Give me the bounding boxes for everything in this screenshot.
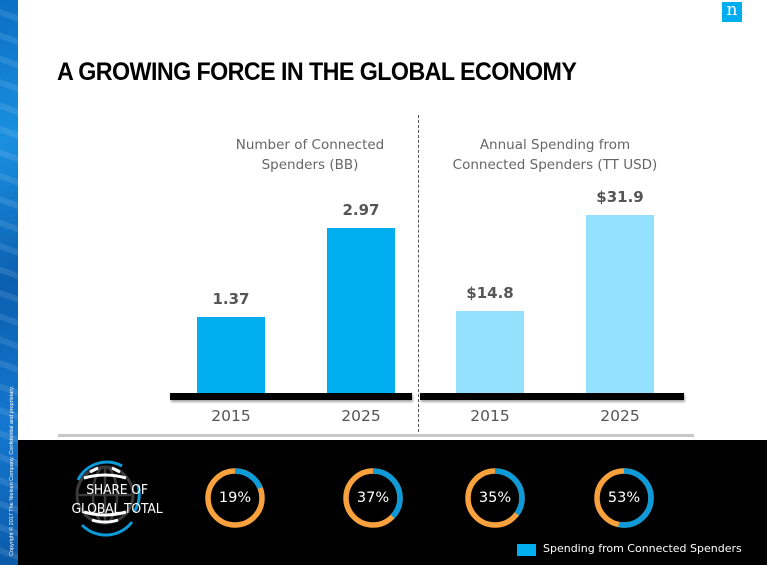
donut-chart — [205, 468, 265, 528]
donut-annual-spending-2025: 53% — [592, 466, 656, 530]
chart-divider — [418, 115, 419, 437]
chart-right-title-line2: Connected Spenders (TT USD) — [452, 157, 658, 173]
bar-connected-spenders-2015 — [197, 317, 265, 393]
share-of-global-total-band — [18, 440, 767, 565]
share-of-global-total-label: SHARE OF GLOBAL TOTAL — [48, 481, 186, 519]
x-tick-label-right-2015: 2015 — [470, 407, 510, 425]
share-label-line2: GLOBAL TOTAL — [71, 501, 163, 517]
legend-swatch — [517, 544, 536, 556]
nielsen-logo-icon: n — [722, 2, 742, 22]
chart-right-title: Annual Spending from Connected Spenders … — [430, 135, 680, 175]
donut-value-label: 53% — [607, 490, 641, 506]
x-tick-label-left-2015: 2015 — [211, 407, 251, 425]
donut-share-arc — [465, 468, 525, 528]
section-separator — [58, 434, 694, 437]
donut-chart — [465, 468, 525, 528]
donut-share-arc — [205, 468, 265, 528]
x-tick-label-left-2025: 2025 — [341, 407, 381, 425]
donut-value-label: 37% — [356, 490, 390, 506]
value-label-annual-spending-2025: $31.9 — [596, 188, 644, 206]
chart-left-title: Number of Connected Spenders (BB) — [190, 135, 430, 175]
donut-connected-spenders-2015: 19% — [203, 466, 267, 530]
bar-connected-spenders-2025 — [327, 228, 395, 393]
donut-chart — [594, 468, 654, 528]
chart-left-title-line1: Number of Connected — [235, 137, 385, 153]
chart-left-title-line2: Spenders (BB) — [261, 157, 359, 173]
bar-annual-spending-2025 — [586, 215, 654, 393]
donut-chart — [343, 468, 403, 528]
donut-connected-spenders-2025: 37% — [341, 466, 405, 530]
page-title: A GROWING FORCE IN THE GLOBAL ECONOMY — [57, 58, 577, 86]
legend-label: Spending from Connected Spenders — [543, 542, 742, 555]
value-label-annual-spending-2015: $14.8 — [466, 284, 514, 302]
bar-annual-spending-2015 — [456, 311, 524, 393]
chart-right-baseline — [420, 393, 684, 400]
globe-icon — [75, 460, 141, 537]
chart-right-title-line1: Annual Spending from — [479, 137, 631, 153]
chart-left-baseline — [170, 393, 412, 400]
donut-value-label: 19% — [218, 490, 252, 506]
share-label-line1: SHARE OF — [86, 482, 148, 498]
value-label-connected-spenders-2025: 2.97 — [342, 201, 380, 219]
value-label-connected-spenders-2015: 1.37 — [212, 290, 250, 308]
x-tick-label-right-2025: 2025 — [600, 407, 640, 425]
decorative-side-strip: Copyright © 2017 The Nielsen Company. Co… — [0, 0, 18, 565]
donut-value-label: 35% — [478, 490, 512, 506]
donut-share-arc — [594, 468, 654, 528]
donut-annual-spending-2015: 35% — [463, 466, 527, 530]
copyright-notice: Copyright © 2017 The Nielsen Company. Co… — [9, 385, 15, 556]
donut-share-arc — [343, 468, 403, 528]
